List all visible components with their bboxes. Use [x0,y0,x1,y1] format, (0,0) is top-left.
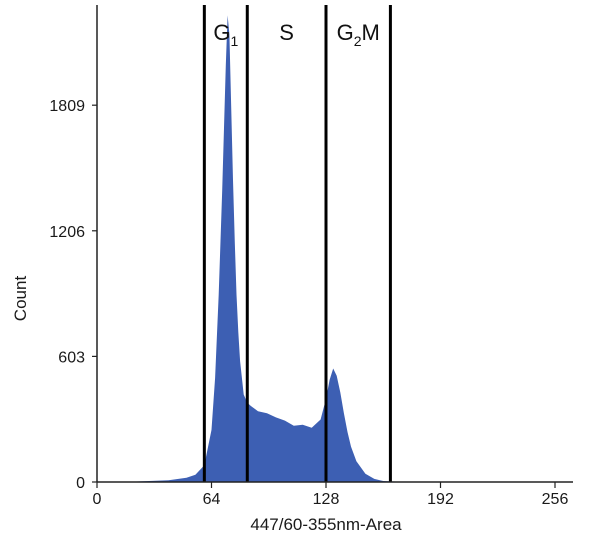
y-tick-label: 1809 [49,98,85,115]
axes [96,5,573,483]
x-tick-label: 256 [542,491,569,508]
x-tick-labels: 0 64 128 192 256 [93,482,569,508]
x-tick-label: 0 [93,491,102,508]
y-axis-title: Count [11,276,30,322]
phase-labels: G1 S G2M [213,20,379,49]
x-tick-label: 192 [427,491,454,508]
phase-label-g1: G1 [213,20,238,49]
x-axis-title: 447/60-355nm-Area [250,515,402,534]
y-tick-labels: 0 603 1206 1809 [49,98,97,492]
x-tick-label: 128 [313,491,340,508]
x-tick-label: 64 [203,491,221,508]
phase-label-g2m: G2M [337,20,380,49]
y-tick-label: 603 [58,349,85,366]
phase-label-s: S [279,20,294,45]
y-tick-label: 1206 [49,224,85,241]
y-tick-label: 0 [76,475,85,492]
gate-lines [202,5,392,482]
